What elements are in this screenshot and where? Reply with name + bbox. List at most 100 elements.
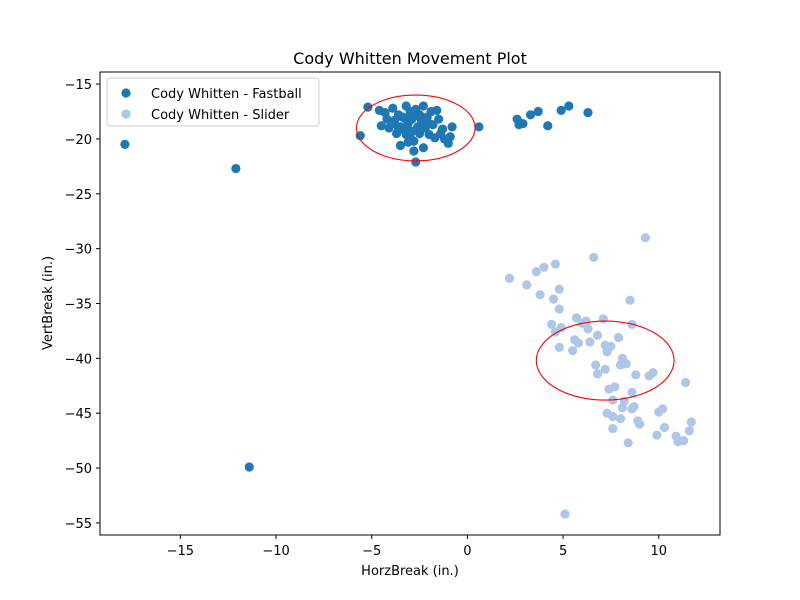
fastball-point	[376, 121, 386, 131]
slider-point	[554, 342, 564, 352]
slider-point	[591, 360, 601, 370]
fastball-point	[447, 122, 457, 132]
slider-point	[547, 319, 557, 329]
fastball-point	[583, 107, 593, 118]
y-tick-label: −30	[65, 243, 92, 258]
slider-point	[613, 332, 624, 343]
slider-point	[627, 387, 637, 397]
fastball-point	[474, 122, 484, 132]
slider-point	[573, 338, 583, 348]
slider-point	[657, 404, 668, 414]
x-tick-label: 10	[650, 544, 667, 559]
slider-point	[686, 417, 696, 427]
fastball-point	[395, 140, 406, 151]
slider-point	[680, 377, 691, 388]
y-tick-label: −20	[65, 133, 92, 148]
fastball-point	[244, 462, 254, 472]
slider-point	[581, 316, 591, 326]
slider-point	[679, 436, 689, 446]
slider-point	[606, 341, 616, 351]
fastball-point	[409, 146, 419, 156]
fastball-point	[418, 101, 428, 111]
slider-point	[625, 295, 635, 305]
legend-label: Cody Whitten - Fastball	[151, 87, 302, 102]
slider-point	[548, 294, 559, 304]
fastball-point	[533, 106, 543, 117]
y-tick-label: −25	[65, 188, 92, 203]
fastball-point	[120, 139, 130, 150]
slider-point	[554, 284, 564, 294]
slider-point	[535, 290, 545, 300]
slider-point	[608, 411, 618, 422]
fastball-point	[525, 110, 536, 120]
fastball-point	[407, 126, 417, 136]
slider-point	[623, 438, 633, 448]
slider-point	[554, 304, 564, 314]
y-tick-label: −40	[65, 352, 92, 367]
plot-area	[120, 94, 696, 519]
fastball-point	[564, 101, 574, 111]
x-tick-label: 5	[559, 544, 567, 559]
slider-point	[610, 382, 620, 392]
slider-ellipse	[535, 320, 675, 401]
slider-point	[592, 330, 603, 340]
slider-point	[648, 368, 658, 378]
fastball-point	[363, 102, 373, 112]
slider-point	[531, 267, 541, 277]
fastball-point	[418, 143, 428, 153]
slider-point	[635, 419, 645, 429]
legend: Cody Whitten - Fastball Cody Whitten - Sl…	[106, 77, 320, 127]
x-tick-label: −5	[362, 544, 381, 559]
y-tick-label: −50	[65, 462, 92, 477]
fastball-point	[445, 132, 455, 142]
y-tick-label: −35	[65, 298, 92, 313]
slider-point	[659, 422, 670, 433]
y-tick-label: −55	[65, 517, 92, 532]
slider-point	[640, 233, 650, 243]
y-tick-label: −15	[65, 78, 92, 93]
x-tick-label: −10	[262, 544, 289, 559]
fastball-point	[411, 157, 421, 167]
slider-point	[556, 323, 566, 333]
y-axis-label: VertBreak (in.)	[41, 256, 56, 350]
slider-point	[621, 359, 631, 369]
slider-point	[504, 273, 515, 283]
fastball-point	[231, 163, 241, 174]
slider-point	[550, 259, 561, 269]
fastball-point	[518, 118, 528, 129]
legend-marker	[121, 88, 131, 98]
slider-point	[585, 337, 595, 347]
fastball-point	[393, 123, 404, 133]
x-tick-label: 0	[463, 544, 471, 559]
fastball-point	[355, 131, 365, 141]
axes: −15 −10 −5 0 5 10−15−20−25−30−35−40−45−50−55	[65, 71, 721, 559]
slider-point	[589, 252, 599, 263]
fastball-point	[414, 128, 425, 139]
slider-point	[522, 280, 532, 290]
fastball-point	[437, 124, 448, 134]
legend-label: Cody Whitten - Slider	[151, 108, 290, 123]
x-tick-label: −15	[167, 544, 194, 559]
x-axis-label: HorzBreak (in.)	[361, 564, 459, 579]
y-tick-label: −45	[65, 407, 92, 422]
slider-point	[631, 370, 641, 380]
legend-marker	[121, 109, 131, 119]
fastball-point	[399, 113, 409, 123]
fastball-point	[543, 121, 553, 131]
slider-point	[615, 414, 626, 424]
slider-point	[592, 369, 603, 379]
slider-point	[608, 423, 618, 434]
fastball-point	[434, 114, 444, 124]
slider-point	[627, 404, 637, 414]
fastball-point	[413, 111, 423, 121]
plot-marks	[120, 94, 696, 519]
chart-title: Cody Whitten Movement Plot	[293, 49, 527, 68]
slider-point	[560, 509, 570, 519]
fastball-point	[403, 137, 413, 147]
fastball-point	[432, 105, 442, 116]
legend-box	[106, 77, 320, 127]
fastball-point	[556, 105, 566, 116]
slider-point	[583, 324, 593, 334]
slider-point	[652, 430, 662, 440]
slider-point	[539, 262, 549, 272]
